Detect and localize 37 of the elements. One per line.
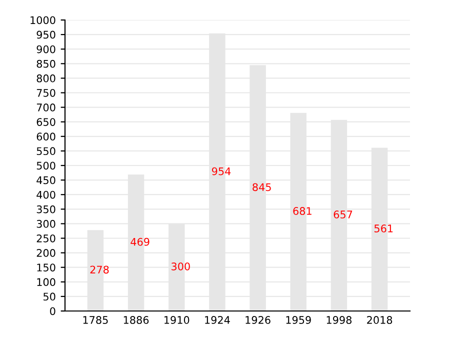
y-tick-label: 150 bbox=[37, 264, 56, 272]
x-tick-label: 1959 bbox=[286, 316, 311, 324]
data-label: 561 bbox=[374, 224, 393, 232]
x-tick-label: 1785 bbox=[83, 316, 108, 324]
y-tick-label: 300 bbox=[36, 220, 56, 228]
y-tick-label: 450 bbox=[36, 176, 56, 184]
y-tick-label: 100 bbox=[37, 278, 56, 286]
y-tick-label: 800 bbox=[36, 74, 56, 82]
x-tick-label: 1926 bbox=[246, 316, 270, 324]
data-label: 278 bbox=[90, 266, 109, 274]
y-tick-label: 750 bbox=[36, 88, 56, 97]
y-tick-label: 0 bbox=[50, 307, 56, 316]
y-tick-label: 900 bbox=[36, 45, 56, 54]
y-tick-label: 550 bbox=[36, 147, 56, 156]
x-tick-label: 1886 bbox=[124, 316, 149, 324]
y-tick-label: 650 bbox=[36, 118, 56, 126]
y-tick-label: 850 bbox=[36, 60, 56, 68]
data-label: 300 bbox=[172, 262, 190, 270]
data-label: 469 bbox=[130, 238, 150, 246]
y-tick-label: 950 bbox=[36, 30, 56, 39]
x-tick-label: 2018 bbox=[367, 316, 392, 324]
y-tick-label: 350 bbox=[36, 205, 56, 214]
y-tick-label: 700 bbox=[36, 104, 56, 112]
x-tick-label: 1910 bbox=[164, 316, 190, 324]
data-label: 681 bbox=[293, 207, 312, 215]
y-tick-label: 250 bbox=[36, 234, 56, 242]
data-label: 954 bbox=[212, 167, 231, 176]
y-tick-label: 200 bbox=[36, 249, 56, 257]
y-tick-label: 400 bbox=[36, 190, 56, 199]
y-tick-label: 500 bbox=[36, 162, 56, 170]
data-label: 657 bbox=[334, 210, 352, 218]
y-tick-label: 1000 bbox=[30, 16, 56, 24]
x-tick-label: 1924 bbox=[205, 316, 230, 324]
y-tick-label: 50 bbox=[44, 292, 56, 301]
data-label: 845 bbox=[252, 183, 271, 192]
y-tick-label: 600 bbox=[36, 132, 56, 141]
x-tick-label: 1998 bbox=[326, 316, 352, 324]
